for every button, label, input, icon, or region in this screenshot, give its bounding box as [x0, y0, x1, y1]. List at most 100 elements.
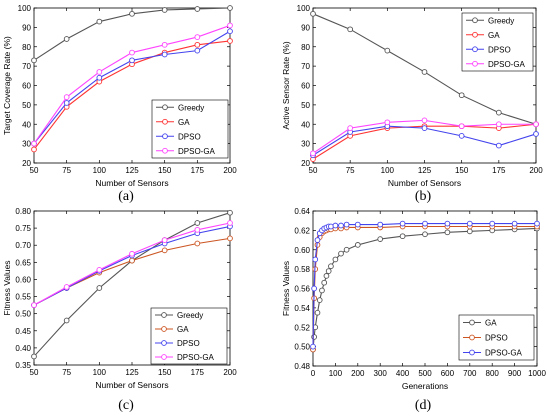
data-point-dpso-ga [354, 221, 361, 228]
data-point-dpso-ga [129, 250, 135, 257]
data-point-ga [466, 228, 473, 235]
x-tick-label: 50 [30, 368, 39, 377]
x-tick-label: 900 [508, 369, 522, 378]
legend-marker [472, 17, 478, 24]
data-point-dpso [421, 125, 428, 131]
y-tick-label: 0.58 [294, 265, 310, 274]
x-tick-label: 0 [311, 369, 316, 378]
data-point-dpso [533, 131, 539, 137]
x-tick-label: 600 [441, 369, 455, 378]
y-tick-label: 90 [22, 23, 31, 32]
legend-marker [469, 334, 475, 341]
data-point-greedy [194, 220, 201, 226]
data-point-greedy [227, 5, 233, 11]
y-tick-label: 40 [22, 120, 31, 129]
data-point-dpso-ga [161, 41, 168, 48]
y-tick-label: 0.75 [15, 224, 31, 233]
data-point-greedy [31, 57, 37, 64]
y-tick-label: 0.56 [294, 285, 310, 294]
data-point-dpso-ga [129, 49, 135, 56]
y-axis-label: Target Coverage Rate (%) [2, 36, 12, 135]
data-point-dpso-ga [63, 94, 70, 100]
y-tick-label: 0.80 [15, 207, 31, 216]
data-point-dpso-ga [421, 117, 428, 124]
y-tick-label: 60 [301, 82, 310, 91]
data-point-dpso-ga [328, 223, 334, 230]
data-point-ga [328, 263, 334, 270]
data-point-ga [354, 242, 361, 248]
data-point-greedy [495, 109, 502, 116]
data-point-dpso [161, 51, 168, 58]
x-tick-label: 100 [93, 368, 107, 377]
panel-caption: (a) [118, 189, 134, 204]
y-tick-label: 0.54 [294, 304, 310, 313]
legend-entry: DPSO [488, 45, 511, 54]
data-point-dpso-ga [343, 221, 350, 228]
y-tick-label: 0.52 [294, 323, 310, 332]
x-tick-label: 200 [223, 166, 237, 175]
legend-entry: GA [485, 319, 497, 328]
chart-panel-3: 50 75 100 125 150 175 200 0.35 0.40 0.45 0.50 0.55 0… [2, 207, 237, 390]
data-point-dpso-ga [194, 34, 201, 40]
x-tick-label: 125 [125, 166, 139, 175]
x-tick-label: 50 [309, 166, 318, 175]
data-point-ga [323, 273, 330, 279]
data-point-greedy [96, 18, 103, 25]
legend-entry: GA [177, 325, 189, 334]
x-tick-label: 175 [191, 368, 205, 377]
data-point-ga [311, 334, 317, 340]
panel-caption: (d) [415, 398, 432, 413]
y-tick-label: 40 [301, 120, 310, 129]
data-point-dpso-ga [458, 123, 465, 130]
data-point-ga [194, 41, 201, 48]
data-point-greedy [458, 92, 465, 99]
legend-marker [472, 46, 478, 53]
chart-panel-4: 0 100 200 300 400 500 600 700 800 900 1000 0.48 0.50… [281, 207, 546, 391]
data-point-dpso-ga [31, 302, 37, 308]
x-tick-label: 125 [418, 166, 432, 175]
data-point-dpso-ga [347, 125, 354, 131]
data-point-greedy [63, 36, 70, 42]
y-tick-label: 0.62 [294, 226, 310, 235]
legend: GA DPSO DPSO-GA [458, 314, 535, 361]
y-axis-label: Fitness Values [2, 260, 12, 315]
data-point-greedy [384, 47, 391, 54]
data-point-dpso-ga [96, 69, 103, 75]
x-tick-label: 200 [351, 369, 365, 378]
y-tick-label: 100 [18, 4, 32, 13]
legend-marker [469, 349, 475, 356]
x-tick-label: 175 [191, 166, 205, 175]
data-point-dpso-ga [422, 220, 428, 227]
data-point-dpso-ga [194, 226, 201, 233]
data-point-dpso-ga [377, 221, 384, 228]
legend: Greedy GA DPSO DPSO-GA [461, 12, 534, 72]
x-tick-label: 400 [396, 369, 410, 378]
data-point-ga [444, 229, 451, 236]
y-tick-label: 0.55 [15, 293, 31, 302]
x-tick-label: 1000 [528, 369, 546, 378]
data-point-ga [194, 240, 201, 247]
data-point-dpso [96, 74, 103, 81]
y-tick-label: 0.50 [294, 343, 310, 352]
y-tick-label: 0.35 [15, 361, 31, 370]
x-axis-label: Number of Sensors [95, 178, 168, 188]
legend-marker [162, 133, 168, 140]
data-point-dpso-ga [533, 121, 539, 128]
legend-entry: DPSO [485, 334, 508, 343]
y-tick-label: 70 [301, 62, 310, 71]
data-point-dpso [129, 57, 135, 64]
data-point-ga [129, 257, 135, 264]
y-tick-label: 0.64 [294, 207, 310, 216]
y-tick-label: 0.65 [15, 258, 31, 267]
data-point-greedy [63, 317, 70, 324]
x-tick-label: 200 [223, 368, 237, 377]
x-tick-label: 100 [93, 166, 107, 175]
data-point-ga [227, 38, 233, 44]
y-tick-label: 90 [301, 23, 310, 32]
data-point-dpso-ga [63, 284, 70, 290]
legend-entry: DPSO-GA [488, 60, 526, 69]
legend-marker [469, 319, 475, 326]
legend-marker [162, 118, 168, 125]
data-point-dpso-ga [338, 222, 344, 229]
x-tick-label: 150 [158, 166, 172, 175]
